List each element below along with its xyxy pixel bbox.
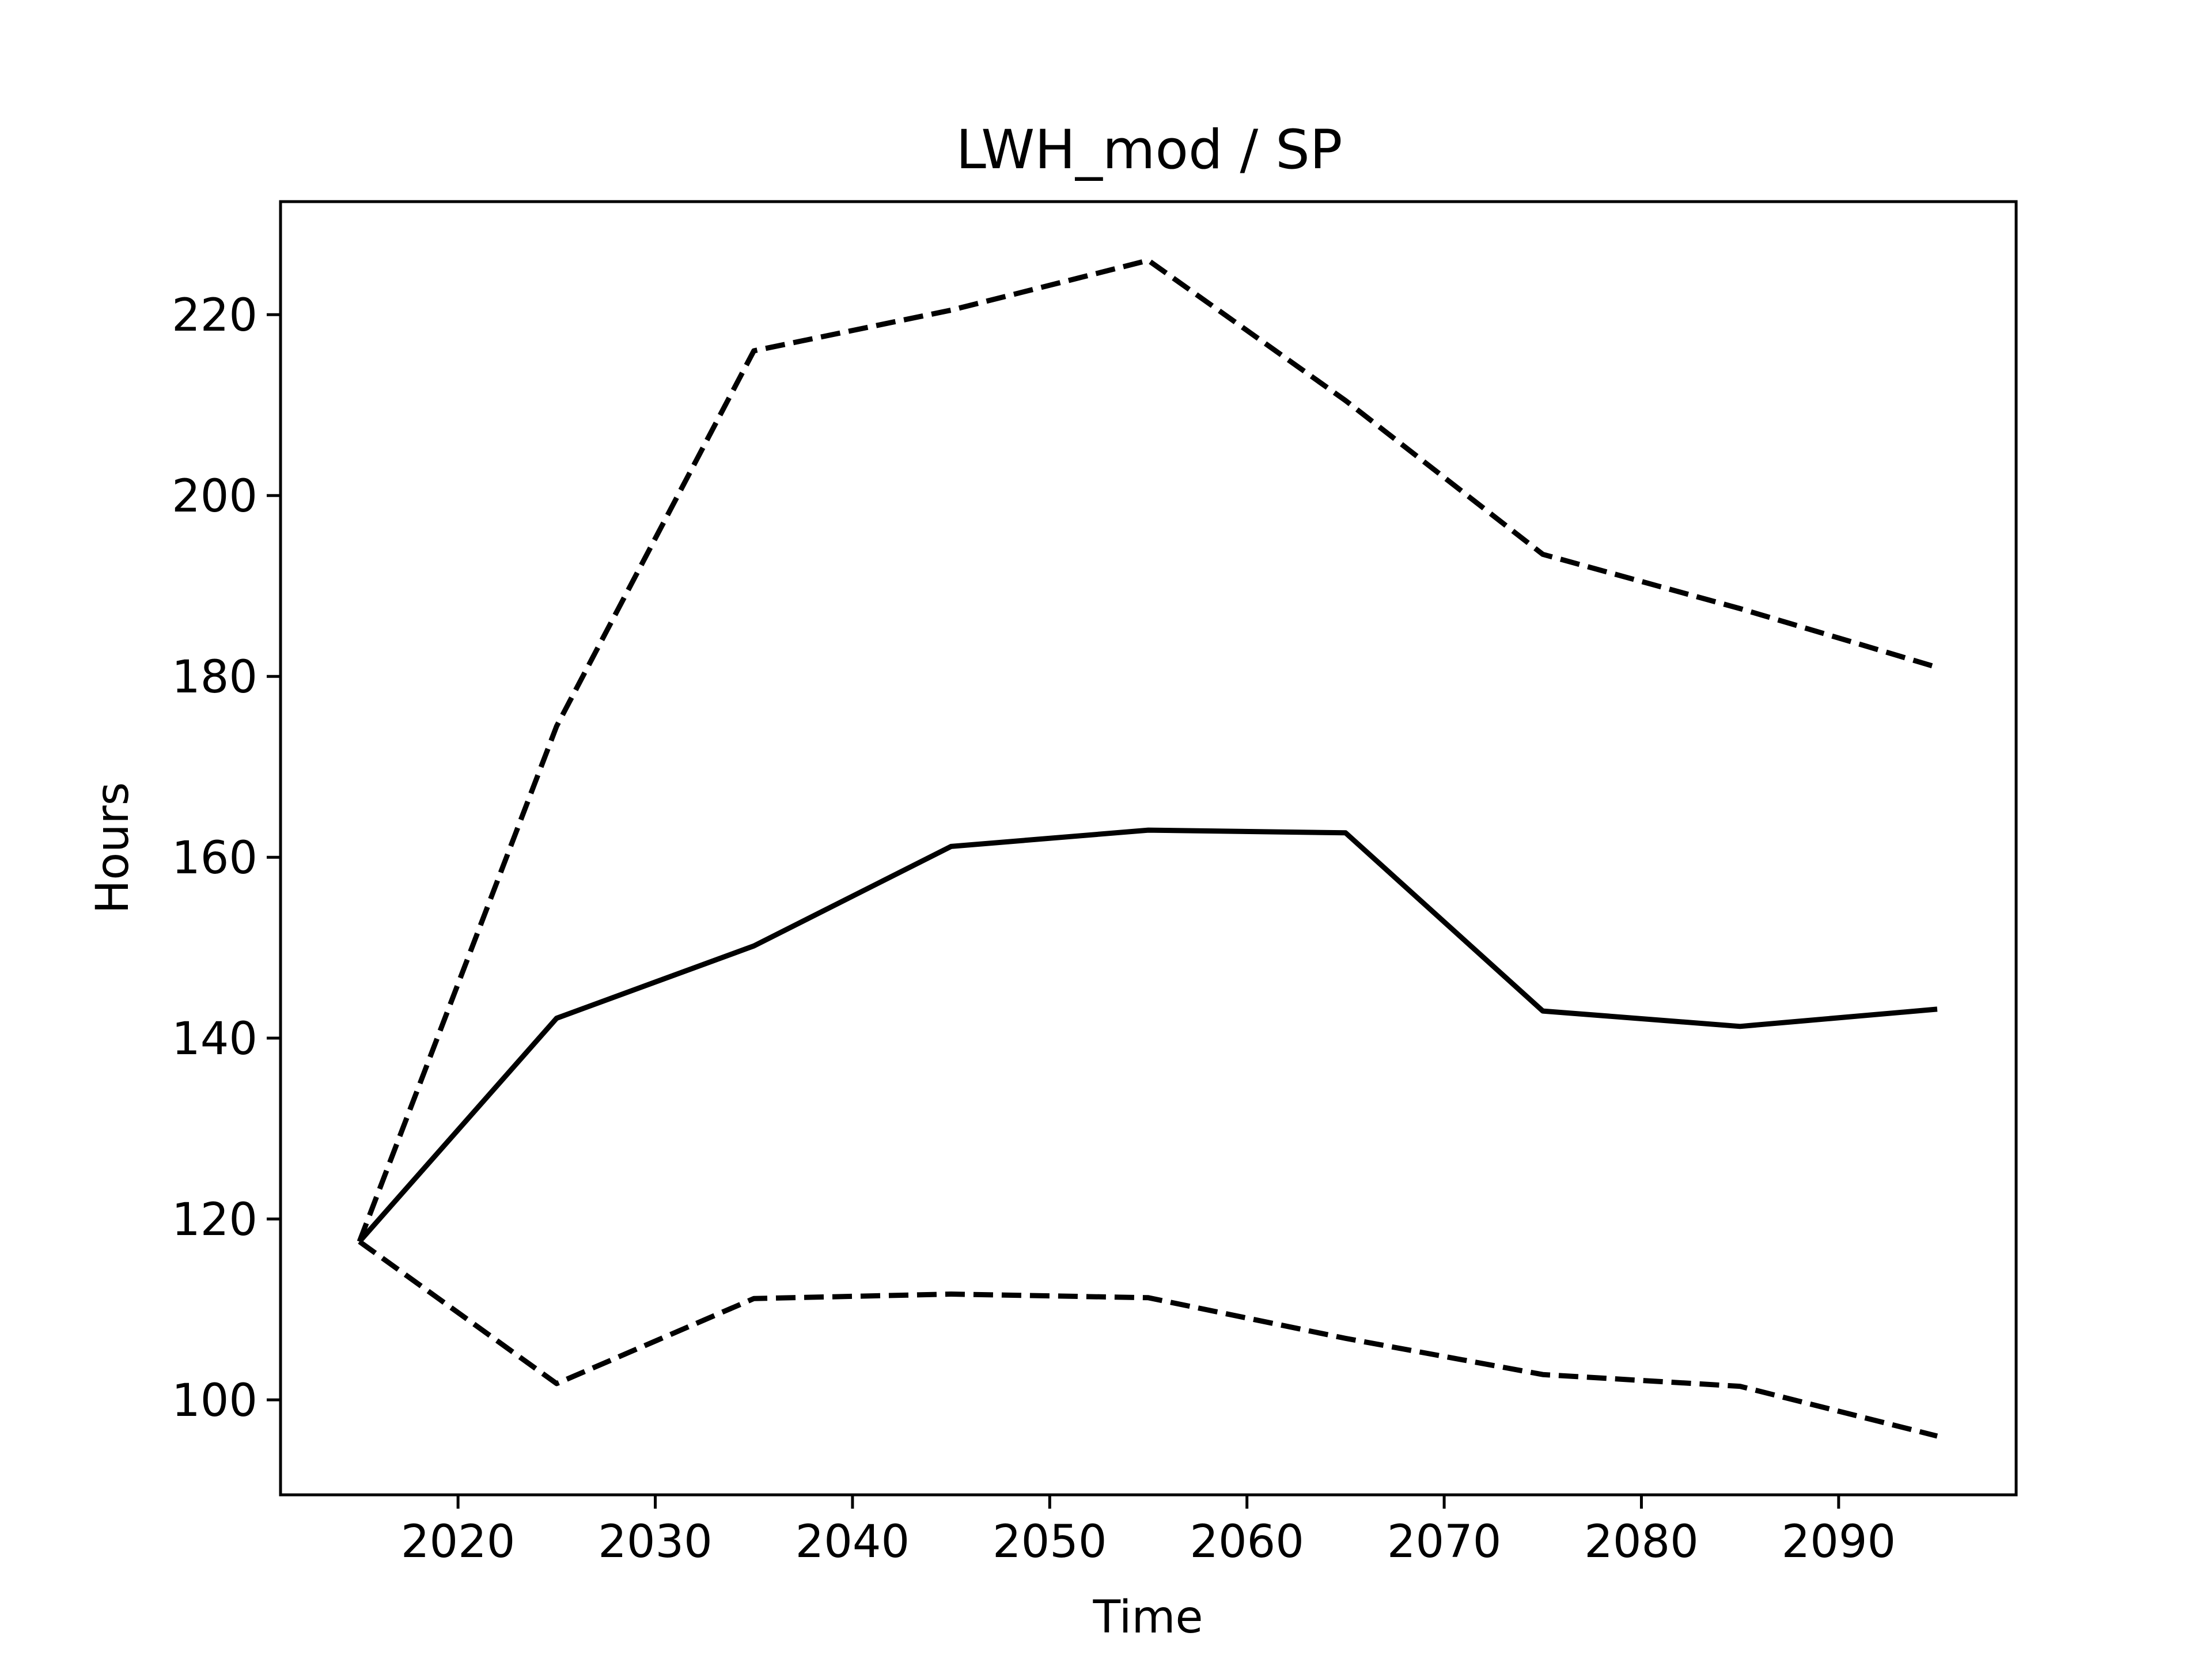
solid-series-line <box>357 827 1938 1244</box>
x-tick-label: 2090 <box>1782 1516 1896 1568</box>
dashed-series-line-2 <box>358 1239 1938 1439</box>
x-tick-label: 2070 <box>1387 1516 1502 1568</box>
y-tick-label: 200 <box>172 471 257 522</box>
y-tick-label: 100 <box>172 1375 257 1427</box>
y-tick-label: 140 <box>172 1013 257 1065</box>
y-tick-label: 180 <box>172 652 257 703</box>
dashed-series-line-1 <box>357 257 1938 1243</box>
y-tick-label: 120 <box>172 1194 257 1246</box>
y-tick-label: 160 <box>172 832 257 884</box>
series-layer <box>357 257 1938 1439</box>
x-tick-label: 2040 <box>796 1516 910 1568</box>
x-tick-label: 2050 <box>993 1516 1107 1568</box>
x-axis-label: Time <box>1093 1592 1203 1643</box>
chart-title: LWH_mod / SP <box>956 119 1343 181</box>
x-tick-label: 2060 <box>1190 1516 1304 1568</box>
x-tick-label: 2030 <box>598 1516 713 1568</box>
x-tick-label: 2080 <box>1584 1516 1699 1568</box>
y-tick-label: 220 <box>172 290 257 342</box>
x-tick-label: 2020 <box>401 1516 516 1568</box>
y-axis-ticks: 100 120 140 160 180 200 220 <box>172 290 281 1427</box>
y-axis-label: Hours <box>87 782 139 914</box>
x-axis-ticks: 2020 2030 2040 2050 2060 2070 2080 2090 <box>401 1495 1896 1568</box>
plot-area-frame <box>279 200 2018 1497</box>
